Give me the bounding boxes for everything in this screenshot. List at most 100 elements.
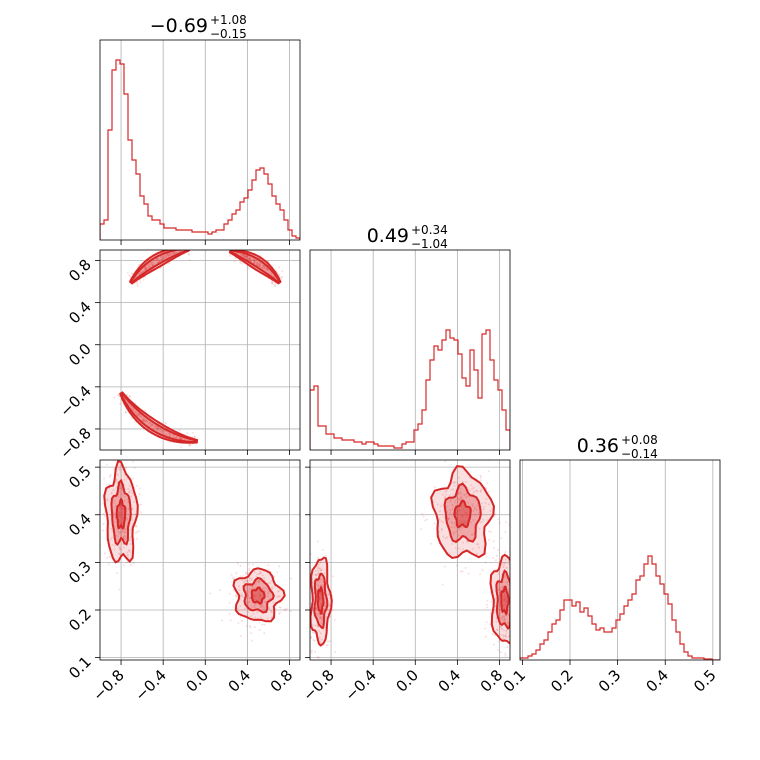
gridlines xyxy=(120,40,290,240)
sample-point xyxy=(473,490,476,493)
sample-point xyxy=(244,573,247,576)
sample-point xyxy=(114,544,117,547)
sample-point xyxy=(473,507,476,510)
sample-point xyxy=(494,513,497,516)
sample-point xyxy=(245,579,248,582)
sample-point xyxy=(124,528,127,531)
sample-point xyxy=(145,268,148,271)
sample-point xyxy=(159,255,162,258)
sample-point xyxy=(457,491,460,494)
sample-point xyxy=(170,253,173,256)
sample-point xyxy=(127,402,130,405)
sample-point xyxy=(503,617,506,620)
sample-point xyxy=(492,643,495,646)
sample-point xyxy=(119,548,122,551)
sample-point xyxy=(471,504,474,507)
sample-point xyxy=(123,478,126,481)
title-param-1-sub: −0.15 xyxy=(210,27,247,41)
sample-point xyxy=(139,503,142,506)
sample-point xyxy=(474,513,477,516)
sample-point xyxy=(243,607,246,610)
sample-point xyxy=(235,572,238,575)
sample-point xyxy=(320,621,323,624)
sample-point xyxy=(479,521,482,524)
sample-point xyxy=(259,595,262,598)
sample-point xyxy=(257,596,260,599)
sample-point xyxy=(503,634,506,637)
sample-point xyxy=(283,609,286,612)
sample-point xyxy=(472,509,475,512)
sample-point xyxy=(245,579,248,582)
sample-point xyxy=(248,601,251,604)
sample-point xyxy=(495,616,498,619)
sample-point xyxy=(475,553,478,556)
sample-point xyxy=(263,607,266,610)
sample-point xyxy=(232,577,235,580)
sample-point xyxy=(145,420,148,423)
sample-point xyxy=(327,593,330,596)
contour-level xyxy=(489,553,510,645)
sample-point xyxy=(276,571,279,574)
sample-point xyxy=(471,487,474,490)
sample-point xyxy=(119,464,122,467)
sample-point xyxy=(442,521,445,524)
sample-point xyxy=(327,593,330,596)
sample-point xyxy=(324,626,327,629)
sample-point xyxy=(322,608,325,611)
sample-point xyxy=(275,596,278,599)
sample-point xyxy=(257,580,260,583)
sample-point xyxy=(168,441,171,444)
sample-point xyxy=(261,264,264,267)
sample-point xyxy=(324,554,327,557)
x-axis xyxy=(330,450,500,455)
sample-point xyxy=(187,253,190,256)
sample-point xyxy=(254,603,257,606)
sample-point xyxy=(249,626,252,629)
axes-frame xyxy=(519,459,721,661)
sample-point xyxy=(253,604,256,607)
sample-point xyxy=(457,523,460,526)
sample-point xyxy=(316,570,319,573)
sample-point xyxy=(119,531,122,534)
axes-frame xyxy=(99,459,301,661)
sample-point xyxy=(229,255,232,258)
sample-point xyxy=(316,612,319,615)
sample-point xyxy=(263,266,266,269)
sample-point xyxy=(317,625,320,628)
sample-point xyxy=(507,563,510,566)
sample-point xyxy=(144,419,147,422)
sample-point xyxy=(507,613,510,616)
sample-point xyxy=(254,605,257,608)
sample-point xyxy=(142,418,145,421)
sample-point xyxy=(271,281,274,284)
sample-point xyxy=(460,514,463,517)
sample-point xyxy=(118,511,121,514)
sample-point xyxy=(142,278,145,281)
sample-point xyxy=(285,608,288,611)
sample-point xyxy=(253,625,256,628)
sample-point xyxy=(505,636,508,639)
sample-point xyxy=(479,490,482,493)
sample-point xyxy=(263,600,266,603)
sample-point xyxy=(491,633,494,636)
sample-point xyxy=(163,256,166,259)
sample-point xyxy=(144,420,147,423)
sample-point xyxy=(498,608,501,611)
sample-point xyxy=(486,599,489,602)
sample-point xyxy=(248,256,251,259)
sample-point xyxy=(487,503,490,506)
sample-point xyxy=(261,574,264,577)
sample-point xyxy=(263,632,266,635)
sample-point xyxy=(319,561,322,564)
sample-point xyxy=(249,258,252,261)
sample-point xyxy=(133,500,136,503)
sample-point xyxy=(284,608,287,611)
sample-point xyxy=(241,619,244,622)
panel-content xyxy=(310,329,510,450)
sample-point xyxy=(260,266,263,269)
sample-point xyxy=(133,466,136,469)
sample-point xyxy=(148,422,151,425)
sample-point xyxy=(248,567,251,570)
sample-point xyxy=(452,531,455,534)
sample-point xyxy=(117,512,120,515)
